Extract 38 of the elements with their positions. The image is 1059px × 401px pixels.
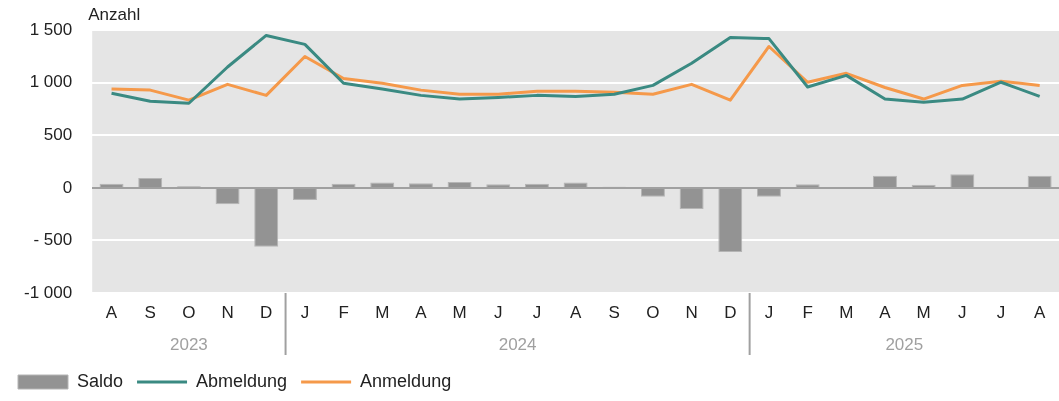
x-tick-label: M [375, 302, 390, 322]
legend-label: Abmeldung [196, 370, 288, 391]
x-tick-label: J [996, 302, 1006, 322]
x-tick-label: D [260, 302, 273, 322]
x-tick-label: M [916, 302, 931, 322]
x-tick-label: J [764, 302, 774, 322]
x-tick-label: J [532, 302, 542, 322]
x-tick-label: D [724, 302, 737, 322]
legend-label: Anmeldung [360, 370, 452, 391]
text: 2023 [169, 334, 208, 354]
x-tick-label: A [569, 302, 582, 322]
x-tick-label: O [646, 302, 660, 322]
x-tick-label: J [300, 302, 310, 322]
y-tick-label: - 500 [33, 230, 73, 250]
x-tick-label: M [452, 302, 467, 322]
x-tick-label: J [494, 302, 503, 322]
x-tick-label: A [879, 302, 892, 322]
y-tick-label: 500 [43, 125, 73, 145]
text: 2025 [885, 334, 924, 354]
x-tick-label: M [839, 302, 854, 322]
x-tick-label: F [338, 302, 349, 322]
x-tick-label: N [221, 302, 234, 322]
text: 2024 [498, 334, 537, 354]
y-tick-label: 0 [62, 177, 73, 197]
x-tick-label: N [685, 302, 698, 322]
x-tick-label: A [415, 302, 428, 322]
y-tick-label: 1 500 [29, 19, 73, 39]
x-tick-label: A [105, 302, 118, 322]
y-axis-title: Anzahl [88, 5, 141, 25]
x-tick-label: O [182, 302, 196, 322]
x-tick-label: F [802, 302, 813, 322]
legend-label: Saldo [77, 370, 124, 391]
x-tick-label: S [144, 302, 156, 322]
y-tick-label: -1 000 [24, 282, 73, 302]
x-tick-label: S [608, 302, 620, 322]
x-tick-label: J [958, 302, 967, 322]
y-tick-label: 1 000 [29, 72, 73, 92]
x-tick-label: A [1033, 302, 1046, 322]
